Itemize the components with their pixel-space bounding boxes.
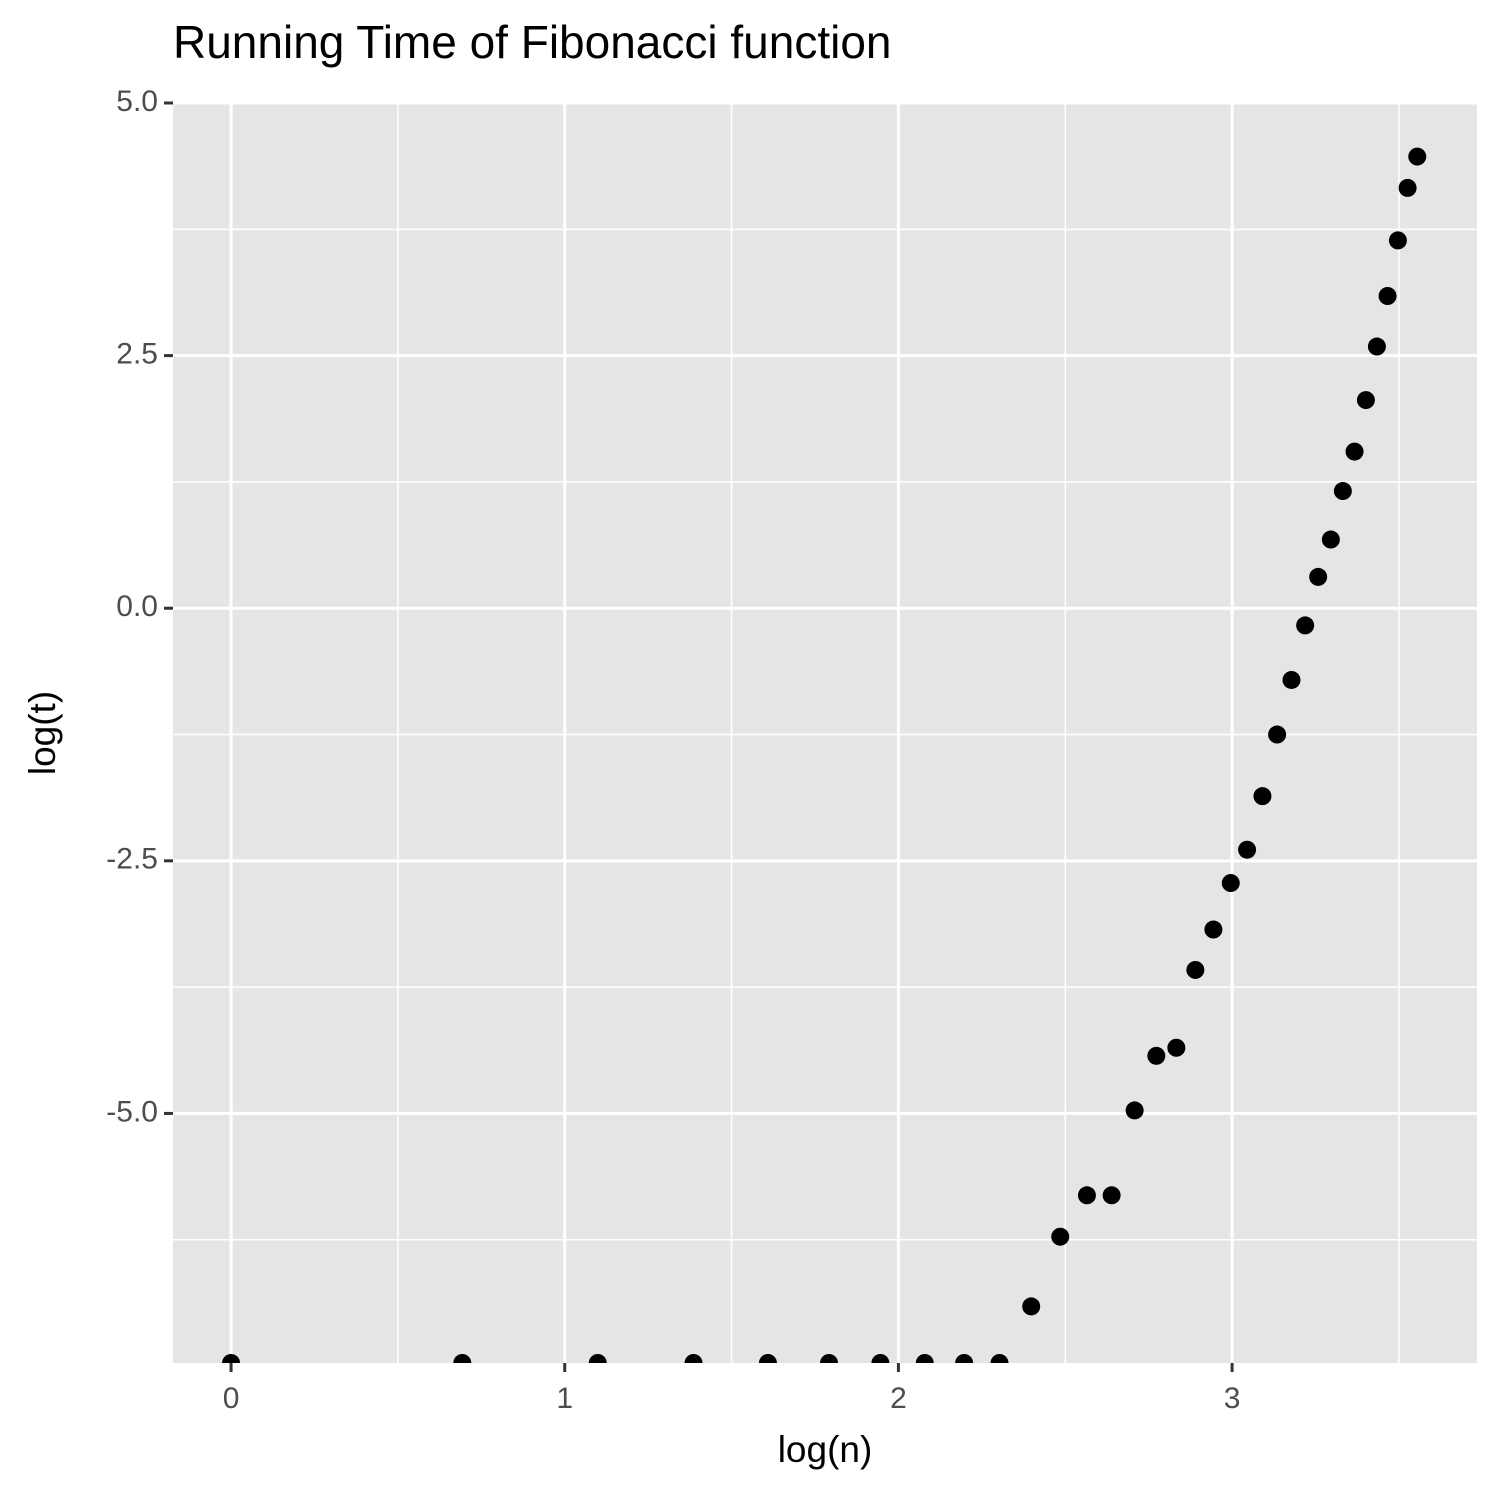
point [1296,616,1315,635]
panel [173,102,1477,1363]
point [1398,178,1417,197]
grid [173,101,1477,1363]
point [1309,567,1328,586]
point [1378,287,1397,305]
x-axis-title: log(n) [778,1429,873,1470]
y-tick-label: 2.5 [116,338,158,371]
point [1367,337,1386,356]
point [1147,1046,1166,1065]
point [1186,960,1205,979]
point [1238,840,1257,859]
point [990,1354,1009,1363]
point [1167,1038,1186,1057]
point [1022,1297,1041,1316]
point [820,1354,839,1363]
point [1221,874,1240,893]
x-tick-label: 2 [890,1382,907,1415]
point [1204,920,1223,939]
point [1125,1101,1144,1120]
x-tick-label: 1 [556,1382,573,1415]
point [1321,530,1340,549]
point [588,1354,607,1363]
y-tick-label: 5.0 [116,85,158,118]
point [453,1354,472,1363]
point [758,1354,777,1363]
point [955,1354,974,1363]
point [1253,787,1272,806]
x-tick-label: 0 [223,1382,240,1415]
point [1077,1186,1096,1205]
point [871,1354,890,1363]
point [1345,442,1364,461]
point [684,1354,703,1363]
y-axis-title: log(t) [22,691,63,775]
points [222,147,1427,1363]
chart-title: Running Time of Fibonacci function [173,16,892,68]
y-tick-label: -5.0 [106,1095,158,1128]
y-tick-label: -2.5 [106,843,158,876]
point [1282,670,1301,689]
y-tick-label: 0.0 [116,590,158,623]
x-tick-label: 3 [1224,1382,1241,1415]
point [1388,231,1407,250]
point [1268,725,1287,744]
point [1333,482,1352,501]
point [1408,147,1427,166]
point [1102,1186,1121,1205]
point [915,1354,934,1363]
point [1051,1227,1070,1246]
point [1356,391,1375,410]
point [222,1354,241,1363]
